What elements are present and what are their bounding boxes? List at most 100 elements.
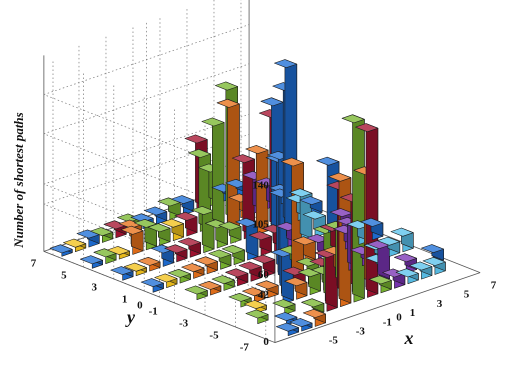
bar-top-face: [275, 322, 299, 332]
bar: [395, 268, 419, 285]
bar: [422, 256, 446, 275]
bar-top-face: [292, 236, 316, 246]
bar: [228, 292, 252, 308]
bar: [272, 299, 296, 315]
x-tick-label: 0: [396, 312, 402, 324]
bar: [245, 309, 269, 325]
bar-top-face: [198, 280, 222, 290]
bar-top-face: [103, 220, 127, 230]
bar-top-face: [215, 81, 238, 91]
bar-top-face: [225, 268, 249, 278]
bar-top-face: [49, 244, 73, 254]
bar: [238, 261, 262, 282]
bar: [314, 249, 338, 312]
bar-top-face: [140, 278, 164, 288]
bar-top-face: [341, 114, 365, 124]
bar-top-face: [255, 280, 279, 290]
bar: [208, 249, 232, 270]
bar-top-face: [164, 244, 188, 254]
bar: [80, 255, 103, 269]
bar-top-face: [221, 245, 245, 254]
bar: [123, 262, 147, 277]
bar: [255, 280, 279, 299]
bar-top-face: [242, 287, 266, 297]
bar-top-face: [289, 188, 313, 198]
bar: [248, 231, 272, 256]
bar: [167, 268, 191, 284]
bar: [147, 223, 171, 246]
bar-top-face: [218, 221, 242, 231]
bar-top-face: [260, 97, 284, 107]
bar-top-face: [245, 309, 269, 319]
bar-top-face: [299, 196, 323, 205]
bar-top-face: [167, 268, 191, 278]
bar: [107, 246, 130, 260]
bar-top-face: [93, 248, 117, 258]
bar-top-face: [208, 249, 232, 259]
z-tick-label: 105: [252, 219, 269, 231]
bar-top-face: [211, 275, 235, 285]
bar-top-face: [181, 263, 205, 273]
x-tick-label: -3: [356, 326, 366, 338]
bar: [368, 275, 392, 294]
bar: [218, 221, 242, 244]
bar: [409, 261, 433, 280]
bar-top-face: [157, 197, 181, 207]
x-tick-label: 1: [410, 307, 416, 319]
bar: [154, 273, 178, 289]
z-tick-label: 42: [258, 289, 270, 301]
bar: [120, 225, 144, 255]
bar: [289, 318, 313, 332]
x-axis-label: x: [404, 328, 414, 348]
bar-top-face: [216, 98, 240, 108]
y-tick-label: -3: [179, 318, 189, 330]
bar-top-face: [144, 206, 168, 216]
x-tick-label: -5: [329, 335, 339, 347]
bar-top-face: [302, 308, 326, 318]
bar: [245, 145, 269, 235]
bar-top-face: [120, 225, 144, 235]
y-axis-label: y: [125, 307, 136, 327]
bar-top-face: [177, 237, 201, 247]
bar-top-face: [302, 210, 326, 220]
bar-top-face: [76, 229, 100, 239]
bar-top-face: [118, 219, 142, 229]
bar-top-face: [231, 154, 255, 164]
bar: [292, 236, 316, 264]
bar-top-face: [228, 292, 252, 302]
z-tick-label: 140: [252, 179, 269, 191]
z-tick-label: 60: [258, 269, 270, 281]
bar: [235, 218, 259, 261]
bar-side-face: [352, 114, 365, 299]
bar-top-face: [329, 208, 353, 217]
bar-top-face: [171, 195, 195, 204]
bar: [140, 278, 164, 293]
bar-top-face: [377, 236, 401, 246]
x-tick-label: 5: [464, 289, 470, 301]
bar: [171, 195, 195, 216]
bar-top-face: [90, 227, 114, 237]
bar-top-face: [184, 285, 208, 295]
bar-top-face: [63, 238, 87, 248]
bar-top-face: [274, 312, 298, 322]
bar: [275, 322, 299, 337]
bar: [201, 117, 225, 228]
bar: [194, 256, 218, 275]
bar: [76, 229, 100, 248]
bar-side-face: [227, 98, 240, 230]
x-tick-label: -1: [383, 316, 392, 328]
bar: [221, 245, 245, 266]
bar-top-face: [297, 268, 321, 278]
label-layer: Number of shortest paths x y 04260105140…: [11, 112, 497, 353]
bar-top-face: [188, 149, 211, 158]
bar-top-face: [289, 318, 313, 328]
bar-top-face: [245, 145, 269, 154]
bar-top-face: [191, 206, 215, 215]
bar: [164, 244, 188, 263]
bar: [225, 268, 249, 287]
bar-top-face: [272, 299, 296, 309]
bar-top-face: [107, 246, 130, 255]
bar: [63, 238, 87, 252]
bar-top-face: [422, 256, 446, 266]
bar: [191, 206, 215, 253]
